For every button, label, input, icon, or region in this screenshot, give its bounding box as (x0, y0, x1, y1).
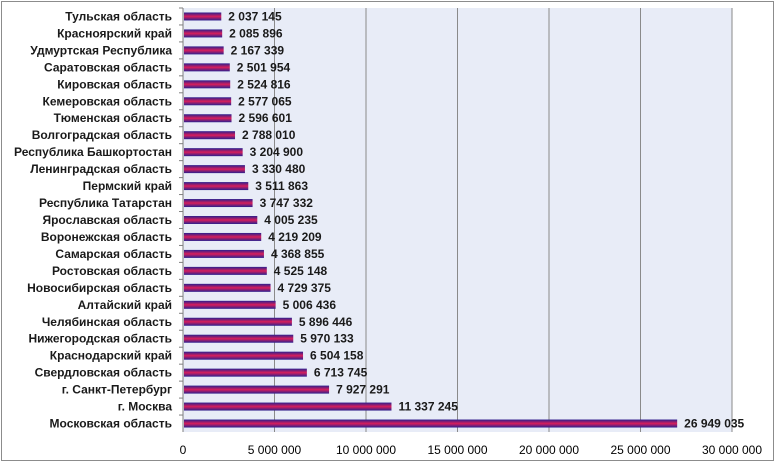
bar (184, 165, 245, 174)
category-label: Новосибирская область (27, 281, 172, 295)
bar (184, 182, 249, 191)
bar (184, 385, 330, 394)
gridlines (179, 7, 733, 432)
value-label: 4 005 235 (264, 213, 318, 227)
value-label: 5 970 133 (300, 332, 354, 346)
category-label: г. Москва (118, 400, 173, 414)
value-label: 3 511 863 (255, 179, 308, 193)
bar (184, 368, 307, 377)
value-label: 4 368 855 (271, 247, 325, 261)
category-label: Челябинская область (42, 315, 172, 329)
bar (184, 63, 230, 72)
value-label: 2 577 065 (238, 94, 292, 108)
value-labels: 2 037 145 2 085 896 2 167 339 2 501 954 2 52… (228, 9, 744, 430)
category-label: Самарская область (55, 247, 172, 261)
value-label: 4 219 209 (268, 230, 322, 244)
category-label: Алтайский край (78, 298, 172, 312)
x-tick-label: 30 000 000 (702, 443, 762, 457)
bar (184, 317, 292, 326)
category-label: Тульская область (65, 9, 172, 23)
bar (184, 97, 232, 106)
bar (184, 46, 224, 55)
bars (184, 12, 678, 428)
x-tick-label: 15 000 000 (427, 443, 487, 457)
value-label: 2 037 145 (228, 9, 282, 23)
value-label: 11 337 245 (398, 400, 458, 414)
category-label: Краснодарский край (50, 349, 172, 363)
value-label: 5 006 436 (283, 298, 337, 312)
x-tick-label: 5 000 000 (248, 443, 302, 457)
category-label: Республика Татарстан (39, 196, 172, 210)
value-label: 3 330 480 (252, 162, 306, 176)
value-label: 2 501 954 (237, 60, 291, 74)
value-label: 3 204 900 (250, 145, 304, 159)
bar (184, 419, 678, 428)
category-label: Тюменская область (54, 111, 172, 125)
bar (184, 334, 294, 343)
category-label: Ярославская область (42, 213, 172, 227)
category-label: г. Санкт-Петербург (62, 383, 172, 397)
category-label: Кировская область (57, 77, 172, 91)
bar (184, 402, 392, 411)
value-label: 5 896 446 (299, 315, 353, 329)
x-tick-label: 10 000 000 (336, 443, 396, 457)
bar (184, 232, 262, 241)
value-label: 2 085 896 (229, 26, 283, 40)
bar (184, 249, 264, 258)
x-tick-label: 25 000 000 (610, 443, 670, 457)
category-label: Нижегородская область (28, 332, 172, 346)
category-label: Воронежская область (41, 230, 172, 244)
bar (184, 12, 222, 21)
bar (184, 216, 258, 224)
bar-chart: Тульская область Красноярский край Удмуртс… (14, 7, 763, 457)
category-label: Волгоградская область (32, 128, 172, 142)
x-tick-label: 0 (180, 443, 187, 457)
value-label: 2 788 010 (242, 128, 296, 142)
category-label: Ростовская область (52, 264, 172, 278)
value-label: 2 524 816 (237, 77, 291, 91)
category-label: Московская область (50, 417, 172, 431)
value-label: 4 729 375 (278, 281, 332, 295)
category-label: Кемеровская область (43, 94, 173, 108)
bar (184, 114, 232, 123)
x-tick-label: 20 000 000 (519, 443, 579, 457)
bar (184, 148, 243, 157)
category-label: Красноярский край (57, 26, 172, 40)
bar (184, 266, 267, 275)
category-label: Саратовская область (44, 60, 172, 74)
value-label: 6 504 158 (310, 349, 364, 363)
category-label: Свердловская область (35, 366, 172, 380)
value-label: 26 949 035 (684, 417, 744, 431)
bar (184, 199, 253, 208)
category-label: Пермский край (83, 179, 172, 193)
bar (184, 29, 223, 38)
category-label: Ленинградская область (30, 162, 172, 176)
x-axis-tick-labels: 0 5 000 000 10 000 000 15 000 000 20 000 000… (180, 443, 763, 457)
value-label: 3 747 332 (260, 196, 314, 210)
category-label: Удмуртская Республика (30, 43, 172, 57)
bar (184, 300, 276, 309)
category-label: Республика Башкортостан (14, 145, 172, 159)
bar (184, 351, 304, 360)
value-label: 2 167 339 (231, 43, 285, 57)
value-label: 7 927 291 (336, 383, 390, 397)
value-label: 4 525 148 (274, 264, 328, 278)
bar (184, 80, 231, 89)
value-label: 2 596 601 (239, 111, 293, 125)
bar (184, 131, 236, 140)
value-label: 6 713 745 (314, 366, 368, 380)
category-labels: Тульская область Красноярский край Удмуртс… (14, 9, 172, 430)
bar (184, 283, 271, 292)
